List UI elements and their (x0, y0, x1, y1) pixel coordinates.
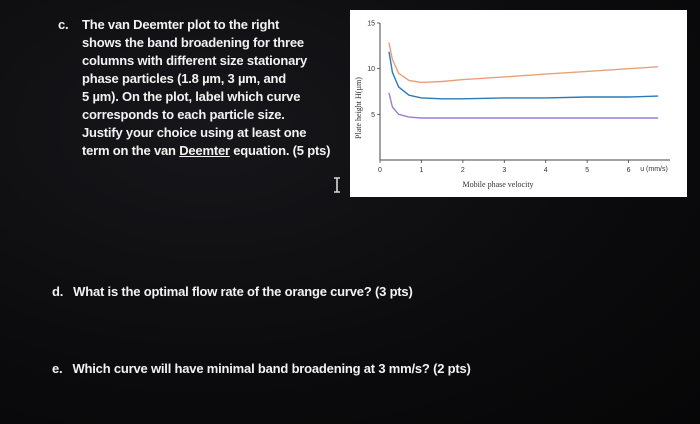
x-tick-label: 4 (544, 167, 548, 174)
x-unit-label: u (mm/s) (640, 166, 668, 173)
x-tick-label: 0 (378, 167, 382, 174)
question-c-last-post: equation. (5 pts) (229, 143, 331, 158)
x-tick-label: 3 (502, 167, 506, 174)
x-tick-label: 5 (585, 167, 589, 174)
question-c-last-line: term on the van Deemter equation. (5 pts… (82, 142, 342, 160)
y-tick-label: 15 (367, 21, 375, 28)
question-c-line: 5 µm). On the plot, label which curve (82, 89, 301, 104)
question-c-underlined-word: Deemter (179, 143, 230, 158)
y-axis-label: Plate height H(µm) (354, 77, 363, 139)
curve-series-2 (388, 51, 659, 100)
question-d: d. What is the optimal flow rate of the o… (52, 283, 413, 301)
question-c-line: Justify your choice using at least one (82, 125, 307, 140)
question-d-letter: d. (52, 284, 64, 299)
chart-axes (379, 23, 670, 161)
x-tick-label: 6 (627, 167, 631, 174)
question-c-line: phase particles (1.8 µm, 3 µm, and (82, 71, 286, 86)
question-c-body: The van Deemter plot to the right shows … (82, 16, 342, 160)
chart-curves (388, 42, 659, 119)
question-c-letter: c. (58, 17, 69, 32)
x-tick-label: 2 (461, 167, 465, 174)
question-e-letter: e. (52, 361, 63, 376)
question-c-last-pre: term on the van (82, 143, 180, 158)
question-c-line: The van Deemter plot to the right (82, 17, 280, 32)
y-tick-label: 5 (371, 112, 375, 119)
question-e-text: Which curve will have minimal band broad… (72, 361, 471, 376)
x-axis-label: Mobile phase velocity (462, 180, 533, 189)
curve-series-3 (388, 92, 659, 119)
question-d-text: What is the optimal flow rate of the ora… (73, 284, 413, 299)
curve-series-1 (388, 42, 659, 84)
chart-ticks: 0 1 2 3 4 5 6 5 10 15 (367, 21, 630, 175)
van-deemter-chart: 0 1 2 3 4 5 6 5 10 15 Plate height H(µm) Mobile p… (354, 21, 670, 189)
question-c-line: corresponds to each particle size. (82, 107, 285, 122)
question-c-line: shows the band broadening for three (82, 35, 304, 50)
x-tick-label: 1 (419, 167, 423, 174)
y-tick-label: 10 (367, 66, 375, 73)
text-cursor-icon (334, 177, 340, 193)
van-deemter-plot: 0 1 2 3 4 5 6 5 10 15 Plate height H(µm) Mobile p… (350, 10, 687, 197)
question-c-line: columns with different size stationary (82, 53, 307, 68)
question-e: e. Which curve will have minimal band bro… (52, 360, 471, 378)
